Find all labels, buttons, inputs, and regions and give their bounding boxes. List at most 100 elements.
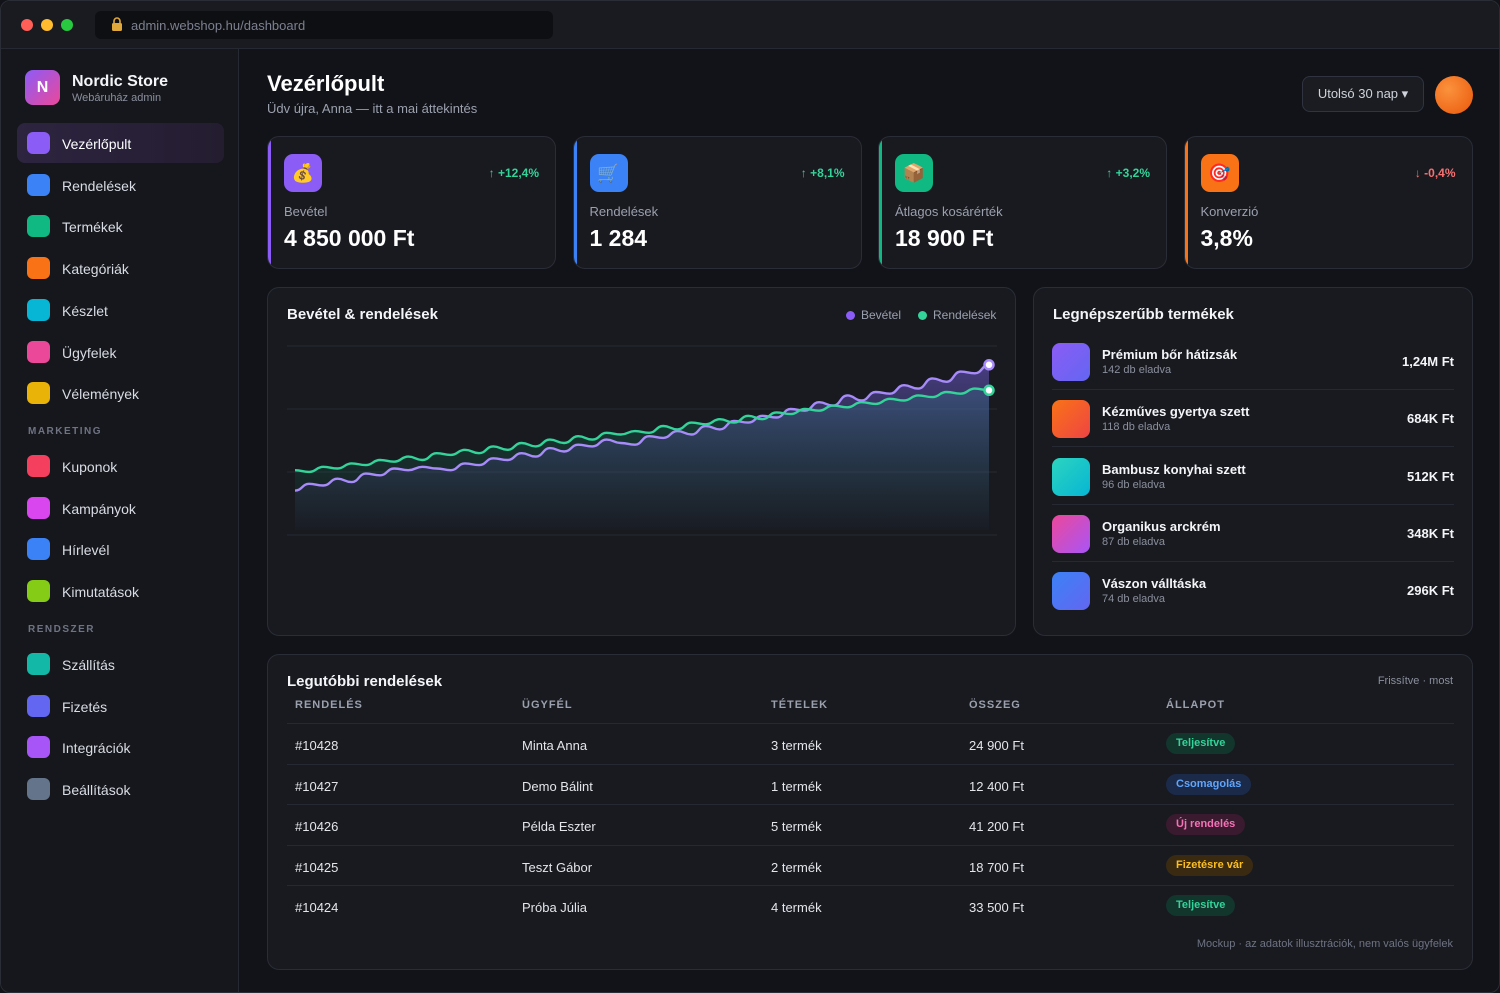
- cell-items: 4 termék: [771, 900, 822, 916]
- legend-item-revenue: Bevétel: [846, 308, 901, 322]
- cart-icon: 🛒: [589, 154, 628, 192]
- table-row[interactable]: #10427 Demo Bálint 1 termék 12 400 Ft Csomag…: [287, 763, 1454, 805]
- cell-customer: Minta Anna: [522, 738, 588, 753]
- sidebar-item-label: Vezérlőpult: [62, 136, 132, 152]
- user-avatar[interactable]: [1435, 76, 1473, 114]
- page-title: Vezérlőpult: [267, 71, 385, 96]
- cell-id: #10428: [295, 738, 339, 753]
- top-products-panel: Legnépszerűbb termékek Prémium bőr hátiz…: [1033, 287, 1473, 636]
- page-subtitle: Üdv újra, Anna — itt a mai áttekintés: [267, 101, 478, 116]
- table-row[interactable]: #10428 Minta Anna 3 termék 24 900 Ft Teljesí…: [287, 723, 1454, 764]
- sidebar-item-kampanyok[interactable]: Kampányok: [17, 488, 224, 528]
- sidebar-item-label: Vélemények: [62, 386, 140, 403]
- browser-titlebar: admin.webshop.hu/dashboard: [1, 1, 1499, 49]
- sidebar-item-label: Rendelések: [62, 177, 136, 194]
- updated-status: Frissítve · most: [1377, 675, 1453, 687]
- product-thumbnail: [1052, 514, 1090, 553]
- target-icon: 🎯: [1200, 154, 1239, 192]
- sidebar-item-label: Beállítások: [62, 782, 131, 799]
- product-sold: 118 db eladva: [1102, 421, 1171, 434]
- sidebar-item-label: Készlet: [62, 302, 108, 319]
- series-line-bevetel: [294, 363, 990, 492]
- kpi-change: ↑ +3,2%: [1106, 166, 1150, 180]
- accent-bar: [879, 137, 882, 268]
- cell-id: #10426: [295, 819, 339, 835]
- product-item[interactable]: Vászon válltáska 74 db eladva 296K Ft: [1052, 562, 1454, 619]
- cell-id: #10425: [295, 859, 339, 875]
- sidebar-item-integraciok[interactable]: Integrációk: [17, 727, 224, 767]
- sidebar-item-keszlet[interactable]: Készlet: [17, 290, 224, 330]
- kpi-label: Konverzió: [1200, 204, 1259, 219]
- legend-dot-icon: [918, 311, 927, 320]
- legend-dot-icon: [846, 311, 855, 320]
- sidebar-item-termekek[interactable]: Termékek: [17, 206, 224, 246]
- hirlevel-icon: [27, 538, 50, 561]
- product-item[interactable]: Bambusz konyhai szett 96 db eladva 512K Ft: [1052, 448, 1454, 505]
- brand-logo: N: [25, 70, 60, 105]
- column-header-status: ÁLLAPOT: [1166, 699, 1225, 711]
- maximize-window-button[interactable]: [61, 19, 73, 31]
- szallitas-icon: [27, 653, 50, 675]
- velemenyek-icon: [27, 382, 50, 405]
- accent-bar: [1184, 137, 1188, 268]
- status-badge: Fizetésre vár: [1166, 854, 1254, 876]
- column-header-total: ÖSSZEG: [969, 699, 1021, 711]
- product-item[interactable]: Prémium bőr hátizsák 142 db eladva 1,24M F…: [1052, 333, 1454, 390]
- series-line-rendelesek: [294, 387, 990, 474]
- sidebar-item-ugyfelek[interactable]: Ügyfelek: [17, 332, 224, 372]
- kpi-label: Átlagos kosárérték: [895, 204, 1003, 219]
- kpi-value: 4 850 000 Ft: [284, 225, 415, 251]
- sidebar-item-hirlevel[interactable]: Hírlevél: [17, 529, 224, 569]
- product-item[interactable]: Kézműves gyertya szett 118 db eladva 684K …: [1052, 390, 1454, 448]
- product-thumbnail: [1052, 343, 1090, 381]
- product-name: Bambusz konyhai szett: [1102, 461, 1246, 477]
- product-revenue: 512K Ft: [1407, 468, 1454, 484]
- beallitasok-icon: [27, 778, 50, 801]
- cell-total: 24 900 Ft: [969, 738, 1024, 753]
- sidebar-item-szallitas[interactable]: Szállítás: [17, 644, 224, 684]
- kpi-value: 18 900 Ft: [895, 225, 994, 251]
- accent-bar: [573, 137, 577, 268]
- main-content: Vezérlőpult Üdv újra, Anna — itt a mai á…: [240, 49, 1499, 992]
- kpi-change: ↓ -0,4%: [1414, 166, 1456, 180]
- sidebar-item-label: Szállítás: [62, 657, 115, 673]
- sidebar-item-kategoriak[interactable]: Kategóriák: [17, 248, 224, 288]
- kpi-card-bevetel: 💰 ↑ +12,4% Bevétel 4 850 000 Ft: [267, 136, 556, 269]
- sidebar-item-kuponok[interactable]: Kuponok: [17, 446, 224, 486]
- address-bar[interactable]: admin.webshop.hu/dashboard: [95, 11, 553, 39]
- sidebar-item-label: Kuponok: [62, 459, 118, 475]
- column-header-customer: ÜGYFÉL: [522, 699, 573, 711]
- sidebar-item-beallitasok[interactable]: Beállítások: [17, 769, 224, 809]
- sidebar-item-kimutatasok[interactable]: Kimutatások: [17, 571, 224, 611]
- sidebar-item-rendelesek[interactable]: Rendelések: [17, 165, 224, 205]
- series-endpoint-rendelesek[interactable]: [983, 384, 995, 397]
- recent-orders-panel: Legutóbbi rendelések Frissítve · most RE…: [267, 654, 1473, 970]
- sidebar-item-label: Ügyfelek: [62, 344, 117, 361]
- product-item[interactable]: Organikus arckrém 87 db eladva 348K Ft: [1052, 505, 1454, 562]
- product-revenue: 684K Ft: [1407, 411, 1454, 427]
- sidebar-item-label: Termékek: [62, 219, 123, 236]
- status-badge: Teljesítve: [1166, 895, 1236, 917]
- cell-id: #10427: [295, 778, 339, 794]
- series-area-bevetel: [295, 364, 989, 530]
- sidebar-item-vezerlopult[interactable]: Vezérlőpult: [17, 123, 224, 163]
- close-window-button[interactable]: [21, 19, 33, 31]
- url-text: admin.webshop.hu/dashboard: [131, 18, 306, 33]
- ugyfelek-icon: [27, 340, 50, 363]
- table-row[interactable]: #10425 Teszt Gábor 2 termék 18 700 Ft Fizeté…: [287, 844, 1454, 886]
- kpi-card-konverzio: 🎯 ↓ -0,4% Konverzió 3,8%: [1183, 136, 1473, 269]
- cell-total: 33 500 Ft: [969, 900, 1024, 916]
- date-range-dropdown[interactable]: Utolsó 30 nap ▾: [1302, 76, 1424, 112]
- table-row[interactable]: #10426 Példa Eszter 5 termék 41 200 Ft Új re…: [287, 804, 1454, 845]
- section-title-system: RENDSZER: [28, 624, 96, 635]
- legend-item-orders: Rendelések: [918, 308, 996, 322]
- cell-total: 41 200 Ft: [969, 819, 1024, 835]
- series-endpoint-bevetel[interactable]: [983, 359, 995, 371]
- sidebar-item-fizetes[interactable]: Fizetés: [17, 686, 224, 726]
- package-icon: 📦: [895, 154, 933, 192]
- minimize-window-button[interactable]: [41, 19, 53, 31]
- kpi-label: Bevétel: [284, 204, 328, 219]
- table-row[interactable]: #10424 Próba Júlia 4 termék 33 500 Ft Teljes…: [287, 885, 1454, 926]
- sidebar-item-velemenyek[interactable]: Vélemények: [17, 373, 224, 413]
